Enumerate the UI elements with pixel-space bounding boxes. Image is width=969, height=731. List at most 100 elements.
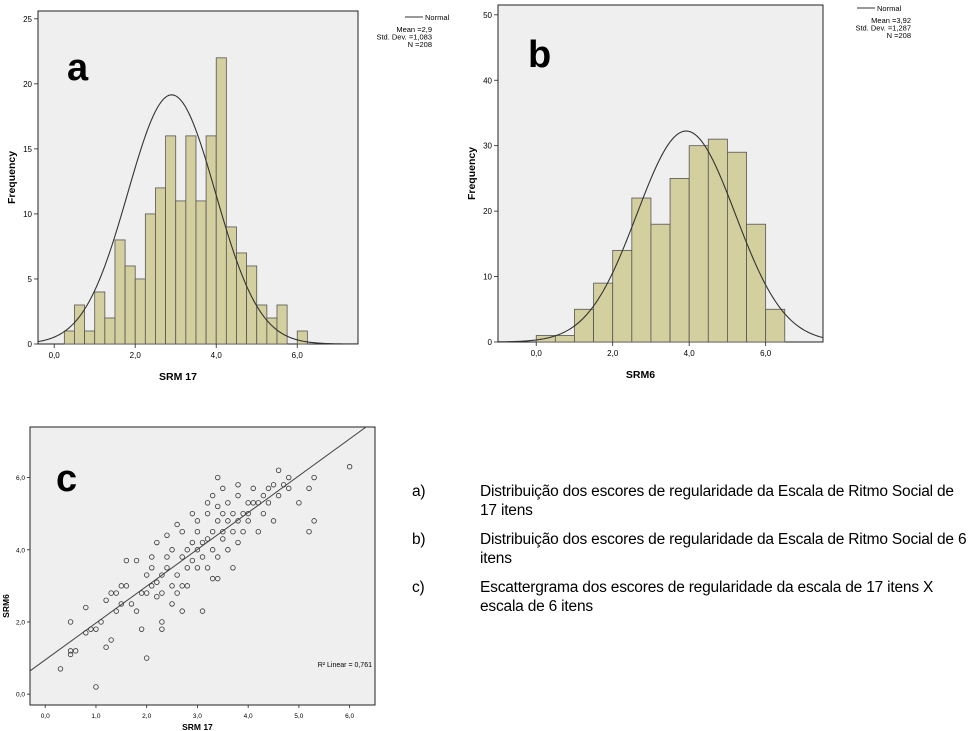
point-24 xyxy=(138,590,145,596)
plot-area xyxy=(29,426,376,706)
point-38 xyxy=(159,619,165,625)
point-27 xyxy=(143,572,150,578)
legend-stat-2: N =208 xyxy=(887,31,911,40)
point-25 xyxy=(138,626,145,632)
bar-6 xyxy=(124,265,136,345)
point-116 xyxy=(311,518,317,524)
point-13 xyxy=(108,637,114,643)
point-71 xyxy=(209,492,216,499)
point-1 xyxy=(67,651,74,658)
point-54 xyxy=(184,583,190,589)
caption-c-letter: c) xyxy=(412,579,425,596)
point-19 xyxy=(123,557,130,564)
point-35 xyxy=(159,590,165,596)
point-44 xyxy=(169,547,175,553)
bar-17 xyxy=(236,252,248,345)
legend-series: Normal xyxy=(425,13,450,22)
bar-9 xyxy=(155,187,166,345)
point-86 xyxy=(230,529,236,535)
x-tick-label-3: 6,0 xyxy=(292,351,304,360)
point-59 xyxy=(194,518,201,524)
point-58 xyxy=(194,529,201,535)
point-104 xyxy=(265,500,272,506)
legend-stat-0: Mean =2,9 xyxy=(396,25,432,34)
x-axis-title: SRM 17 xyxy=(159,371,197,383)
bar-19 xyxy=(256,304,268,345)
histogram-a: 0 5 10 15 20 25 0,0 2,0 4,0 6,0 SRM 17 Frequency a No… xyxy=(6,10,450,383)
point-78 xyxy=(220,536,226,542)
y-tick-label-1: 2,0 xyxy=(16,619,25,626)
histogram-b: 0 10 20 30 40 50 0,0 2,0 4,0 6,0 SRM6 Frequency b Nor… xyxy=(466,4,911,381)
point-57 xyxy=(189,557,196,564)
point-87 xyxy=(230,510,236,517)
point-14 xyxy=(108,590,114,596)
point-111 xyxy=(286,474,292,481)
point-100 xyxy=(255,529,262,535)
caption-a-text: Distribuição dos escores de regularidade… xyxy=(480,483,954,519)
point-73 xyxy=(215,554,221,560)
point-61 xyxy=(194,547,201,553)
x-tick-label-2: 4,0 xyxy=(684,349,696,358)
bar-3 xyxy=(94,291,106,345)
bar-2 xyxy=(574,308,594,343)
point-31 xyxy=(149,583,155,589)
point-85 xyxy=(230,565,236,571)
point-51 xyxy=(179,608,185,614)
point-60 xyxy=(194,565,201,571)
point-49 xyxy=(179,583,185,589)
point-83 xyxy=(225,518,231,524)
x-axis-title: SRM6 xyxy=(626,369,655,381)
point-11 xyxy=(103,597,109,603)
point-94 xyxy=(245,500,251,506)
x-tick-label-4: 4,0 xyxy=(244,713,253,720)
x-tick-label-1: 2,0 xyxy=(607,349,619,358)
point-48 xyxy=(179,554,185,560)
point-80 xyxy=(220,529,226,535)
point-106 xyxy=(270,518,277,524)
caption-b-text: Distribuição dos escores de regularidade… xyxy=(480,531,967,567)
point-3 xyxy=(72,648,79,654)
point-22 xyxy=(133,608,140,614)
point-46 xyxy=(174,521,180,528)
bar-4 xyxy=(104,317,116,345)
point-21 xyxy=(128,601,135,607)
x-tick-label-1: 2,0 xyxy=(130,351,142,360)
point-42 xyxy=(169,583,175,589)
point-2 xyxy=(67,619,74,625)
x-tick-label-6: 6,0 xyxy=(345,713,354,720)
y-tick-label-2: 20 xyxy=(483,207,492,216)
legend-stat-2: N =208 xyxy=(408,40,432,49)
point-98 xyxy=(250,485,256,492)
point-17 xyxy=(118,601,125,607)
scatterplot-c: 0,0 1,0 2,0 3,0 4,0 5,0 6,0 0,0 2,0 4,0 6,0 SRM 17 S… xyxy=(1,426,376,731)
y-tick-label-3: 6,0 xyxy=(16,475,25,482)
normal-curve xyxy=(37,94,358,345)
point-115 xyxy=(311,474,317,481)
point-76 xyxy=(215,474,221,481)
point-16 xyxy=(113,590,119,596)
panel-label: b xyxy=(528,34,551,76)
point-53 xyxy=(184,565,190,571)
y-tick-label-2: 4,0 xyxy=(16,547,25,554)
point-117 xyxy=(346,464,353,470)
y-axis-title: Frequency xyxy=(466,147,478,200)
bar-1 xyxy=(74,304,85,345)
y-tick-label-0: 0 xyxy=(488,338,493,347)
point-28 xyxy=(143,590,150,596)
point-32 xyxy=(154,579,160,585)
point-77 xyxy=(215,575,221,582)
bar-10 xyxy=(165,135,177,345)
point-36 xyxy=(159,626,165,632)
bar-22 xyxy=(296,330,308,345)
bar-1 xyxy=(554,335,575,343)
x-tick-label-1: 1,0 xyxy=(91,713,100,720)
point-75 xyxy=(215,503,221,510)
point-103 xyxy=(265,485,272,492)
y-tick-label-3: 15 xyxy=(23,145,32,154)
panel-label: a xyxy=(67,47,89,89)
point-74 xyxy=(215,518,221,524)
point-95 xyxy=(245,518,251,524)
caption-c-text: Escattergrama dos escores de regularidad… xyxy=(480,579,934,615)
point-4 xyxy=(67,648,74,654)
y-tick-label-1: 5 xyxy=(28,275,33,284)
